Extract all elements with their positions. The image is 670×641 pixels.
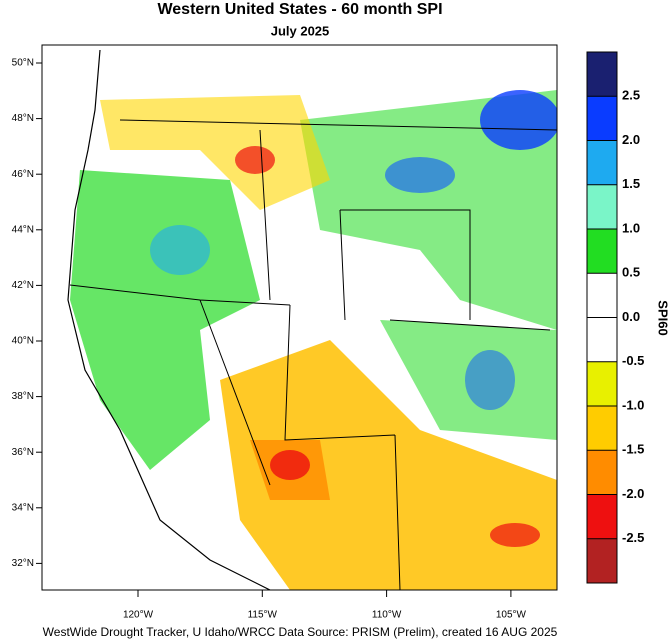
- lon-label: 110°W: [372, 610, 402, 621]
- colorbar-bin: [586, 184, 618, 230]
- title: Western United States - 60 month SPI: [157, 1, 442, 18]
- colorbar-bin: [586, 361, 618, 407]
- colorbar-tick-label: 1.0: [622, 220, 640, 235]
- colorbar-label: SPI60: [656, 300, 670, 335]
- colorbar-bin: [586, 494, 618, 539]
- colorbar-tick-label: 0.5: [622, 265, 640, 280]
- lon-label: 115°W: [248, 610, 278, 621]
- lon-label: 105°W: [496, 610, 527, 621]
- lat-label: 44°N: [12, 224, 34, 235]
- colorbar-tick-label: -2.0: [622, 486, 644, 501]
- colorbar-bin: [586, 140, 618, 185]
- colorbar-tick-label: -0.5: [622, 353, 644, 368]
- subtitle: July 2025: [271, 23, 330, 38]
- colorbar-bin: [586, 96, 618, 141]
- colorbar-tick-label: 2.0: [622, 132, 640, 147]
- colorbar-tick-label: 2.5: [622, 88, 640, 103]
- colorbar-tick-label: -1.5: [622, 442, 644, 457]
- lat-label: 42°N: [12, 280, 34, 291]
- lon-label: 120°W: [123, 610, 154, 621]
- footer: WestWide Drought Tracker, U Idaho/WRCC D…: [43, 625, 558, 639]
- lat-label: 40°N: [12, 336, 34, 347]
- map: [41, 44, 558, 591]
- colorbar-bin: [586, 405, 618, 451]
- colorbar-tick-label: 1.5: [622, 176, 640, 191]
- colorbar-bin: [586, 538, 618, 584]
- lat-label: 32°N: [12, 558, 34, 569]
- colorbar-bin: [586, 273, 618, 318]
- lat-label: 34°N: [12, 502, 34, 513]
- colorbar-tick-label: -2.5: [622, 530, 644, 545]
- lat-label: 38°N: [12, 391, 34, 402]
- colorbar-tick-label: -1.0: [622, 397, 644, 412]
- colorbar-bin: [586, 450, 618, 495]
- colorbar-frame: [586, 51, 618, 584]
- colorbar-bin: [586, 51, 618, 97]
- colorbar-bin: [586, 228, 618, 274]
- lat-label: 50°N: [12, 58, 34, 69]
- lat-label: 48°N: [12, 113, 34, 124]
- lat-label: 46°N: [12, 169, 34, 180]
- colorbar-tick-label: 0.0: [622, 309, 640, 324]
- colorbar-bin: [586, 317, 618, 362]
- lat-label: 36°N: [12, 447, 34, 458]
